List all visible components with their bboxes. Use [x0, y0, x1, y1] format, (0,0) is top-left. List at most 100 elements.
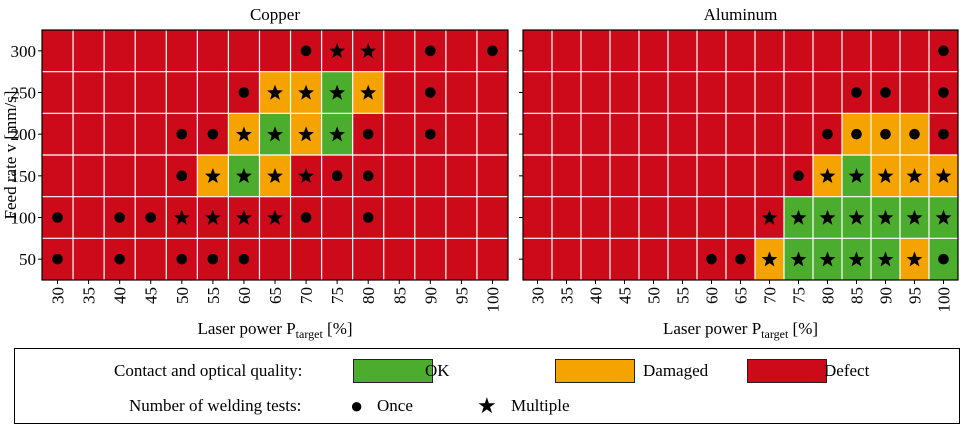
heatmap-cell [755, 155, 784, 197]
heatmap-cell [639, 196, 668, 239]
x-tick-label: 55 [204, 287, 223, 304]
once-marker [793, 170, 804, 182]
y-tick-label: 200 [11, 125, 37, 144]
heatmap-cell [581, 71, 610, 114]
once-marker [52, 212, 63, 223]
heatmap-cell [135, 113, 167, 155]
heatmap-cell [166, 71, 198, 114]
heatmap-cell [668, 238, 697, 280]
multiple-marker [267, 209, 283, 225]
heatmap-cell [610, 238, 639, 280]
heatmap-figure: Copper 300 250 200 150 100 50 30 35 40 45 50 55 60 65 7… [1, 5, 959, 341]
once-marker [938, 128, 949, 140]
heatmap-cell [135, 71, 167, 114]
multiple-marker [236, 168, 252, 184]
heatmap-cell [73, 113, 105, 155]
x-tick-label: 70 [761, 287, 780, 304]
x-tick-label: 45 [616, 287, 635, 304]
once-marker [822, 128, 833, 140]
multiple-marker [761, 251, 778, 267]
legend-tests-label: Number of welding tests: [129, 396, 302, 415]
x-tick-label: 55 [674, 287, 693, 304]
heatmap-cell [610, 71, 639, 114]
multiple-marker [329, 84, 346, 100]
x-tick-label: 35 [558, 287, 577, 304]
once-marker [176, 170, 188, 182]
heatmap-cell [476, 113, 508, 155]
multiple-marker [877, 209, 894, 225]
x-tick-label: 30 [529, 287, 548, 304]
heatmap-cell [610, 155, 639, 197]
heatmap-cell [610, 113, 639, 155]
multiple-marker [204, 168, 221, 184]
heatmap-cell [383, 113, 415, 155]
once-marker [938, 45, 949, 57]
heatmap-cell [552, 196, 581, 239]
heatmap-cell [842, 30, 871, 72]
x-tick-label: 80 [359, 287, 378, 304]
multiple-marker [848, 168, 865, 184]
heatmap-cell [581, 113, 610, 155]
x-tick-label: 85 [848, 287, 867, 304]
heatmap-cell [73, 30, 105, 72]
multiple-marker [329, 126, 346, 142]
x-tick-label: 60 [703, 287, 722, 304]
heatmap-cell [445, 71, 477, 114]
once-marker [706, 253, 717, 265]
legend-ok-swatch [353, 359, 433, 383]
heatmap-cell [383, 155, 415, 197]
heatmap-cell [445, 30, 477, 72]
once-marker [52, 253, 63, 265]
multiple-marker [298, 168, 314, 184]
heatmap-cell [639, 30, 668, 72]
multiple-marker [761, 209, 778, 225]
heatmap-cell [383, 238, 415, 280]
heatmap-cell [383, 30, 415, 72]
heatmap-cell [42, 71, 74, 114]
legend-once-label: Once [377, 396, 413, 415]
heatmap-cell [383, 196, 415, 239]
heatmap-cell [784, 71, 813, 114]
heatmap-cell [197, 71, 229, 114]
heatmap-cell [871, 30, 900, 72]
legend-damaged-swatch [555, 359, 635, 383]
x-tick-label: 95 [452, 287, 471, 304]
heatmap-cell [290, 238, 322, 280]
heatmap-cell [476, 155, 508, 197]
x-tick-label: 85 [390, 287, 409, 304]
heatmap-cell [476, 71, 508, 114]
y-tick-label: 300 [11, 42, 37, 61]
heatmap-cell [697, 155, 726, 197]
heatmap-cell [552, 30, 581, 72]
multiple-marker [848, 209, 865, 225]
heatmap-cell [42, 155, 74, 197]
once-marker [425, 45, 436, 57]
heatmap-cell [445, 155, 477, 197]
legend-box: Contact and optical quality: OK Damaged … [14, 348, 960, 424]
once-marker [880, 128, 891, 140]
heatmap-cell [73, 238, 105, 280]
multiple-marker [298, 84, 314, 100]
heatmap-cell [104, 30, 136, 72]
once-marker [362, 128, 374, 140]
heatmap-cell [581, 30, 610, 72]
once-marker [331, 170, 343, 182]
heatmap-cell [755, 30, 784, 72]
heatmap-cell [668, 71, 697, 114]
once-marker [238, 253, 250, 265]
once-marker [176, 128, 188, 140]
heatmap-cell [552, 155, 581, 197]
multiple-marker [877, 168, 894, 184]
multiple-marker [360, 43, 377, 59]
once-marker [362, 212, 374, 223]
heatmap-cell [668, 196, 697, 239]
once-marker [938, 253, 949, 265]
heatmap-cell [639, 238, 668, 280]
heatmap-cell [523, 155, 552, 197]
heatmap-cell [73, 71, 105, 114]
heatmap-cell [813, 71, 842, 114]
heatmap-cell [135, 155, 167, 197]
x-tick-label: 95 [906, 287, 925, 304]
once-marker [300, 45, 312, 57]
multiple-marker [267, 126, 283, 142]
